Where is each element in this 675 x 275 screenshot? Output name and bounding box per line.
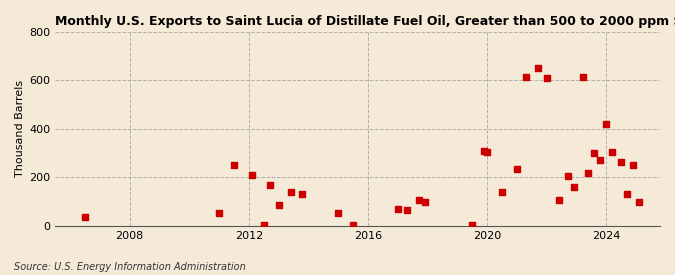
Point	[497, 190, 508, 194]
Point	[333, 210, 344, 215]
Point	[628, 163, 639, 167]
Y-axis label: Thousand Barrels: Thousand Barrels	[15, 80, 25, 177]
Text: Monthly U.S. Exports to Saint Lucia of Distillate Fuel Oil, Greater than 500 to : Monthly U.S. Exports to Saint Lucia of D…	[55, 15, 675, 28]
Point	[601, 122, 612, 126]
Point	[622, 192, 632, 197]
Point	[568, 185, 579, 189]
Point	[512, 167, 522, 171]
Point	[348, 222, 358, 227]
Point	[607, 150, 618, 154]
Point	[520, 75, 531, 79]
Point	[583, 170, 594, 175]
Point	[467, 222, 478, 227]
Point	[413, 198, 424, 203]
Point	[229, 163, 240, 167]
Point	[392, 207, 403, 211]
Point	[285, 190, 296, 194]
Point	[246, 173, 257, 177]
Point	[634, 199, 645, 204]
Point	[616, 160, 626, 164]
Point	[80, 215, 90, 220]
Point	[265, 183, 275, 187]
Point	[589, 151, 600, 155]
Point	[482, 150, 493, 154]
Point	[419, 199, 430, 204]
Point	[213, 210, 224, 215]
Text: Source: U.S. Energy Information Administration: Source: U.S. Energy Information Administ…	[14, 262, 245, 272]
Point	[577, 75, 588, 79]
Point	[541, 76, 552, 80]
Point	[554, 198, 564, 203]
Point	[297, 192, 308, 197]
Point	[562, 174, 573, 178]
Point	[402, 208, 412, 212]
Point	[533, 66, 543, 70]
Point	[479, 148, 489, 153]
Point	[273, 203, 284, 207]
Point	[259, 222, 269, 227]
Point	[595, 158, 605, 163]
